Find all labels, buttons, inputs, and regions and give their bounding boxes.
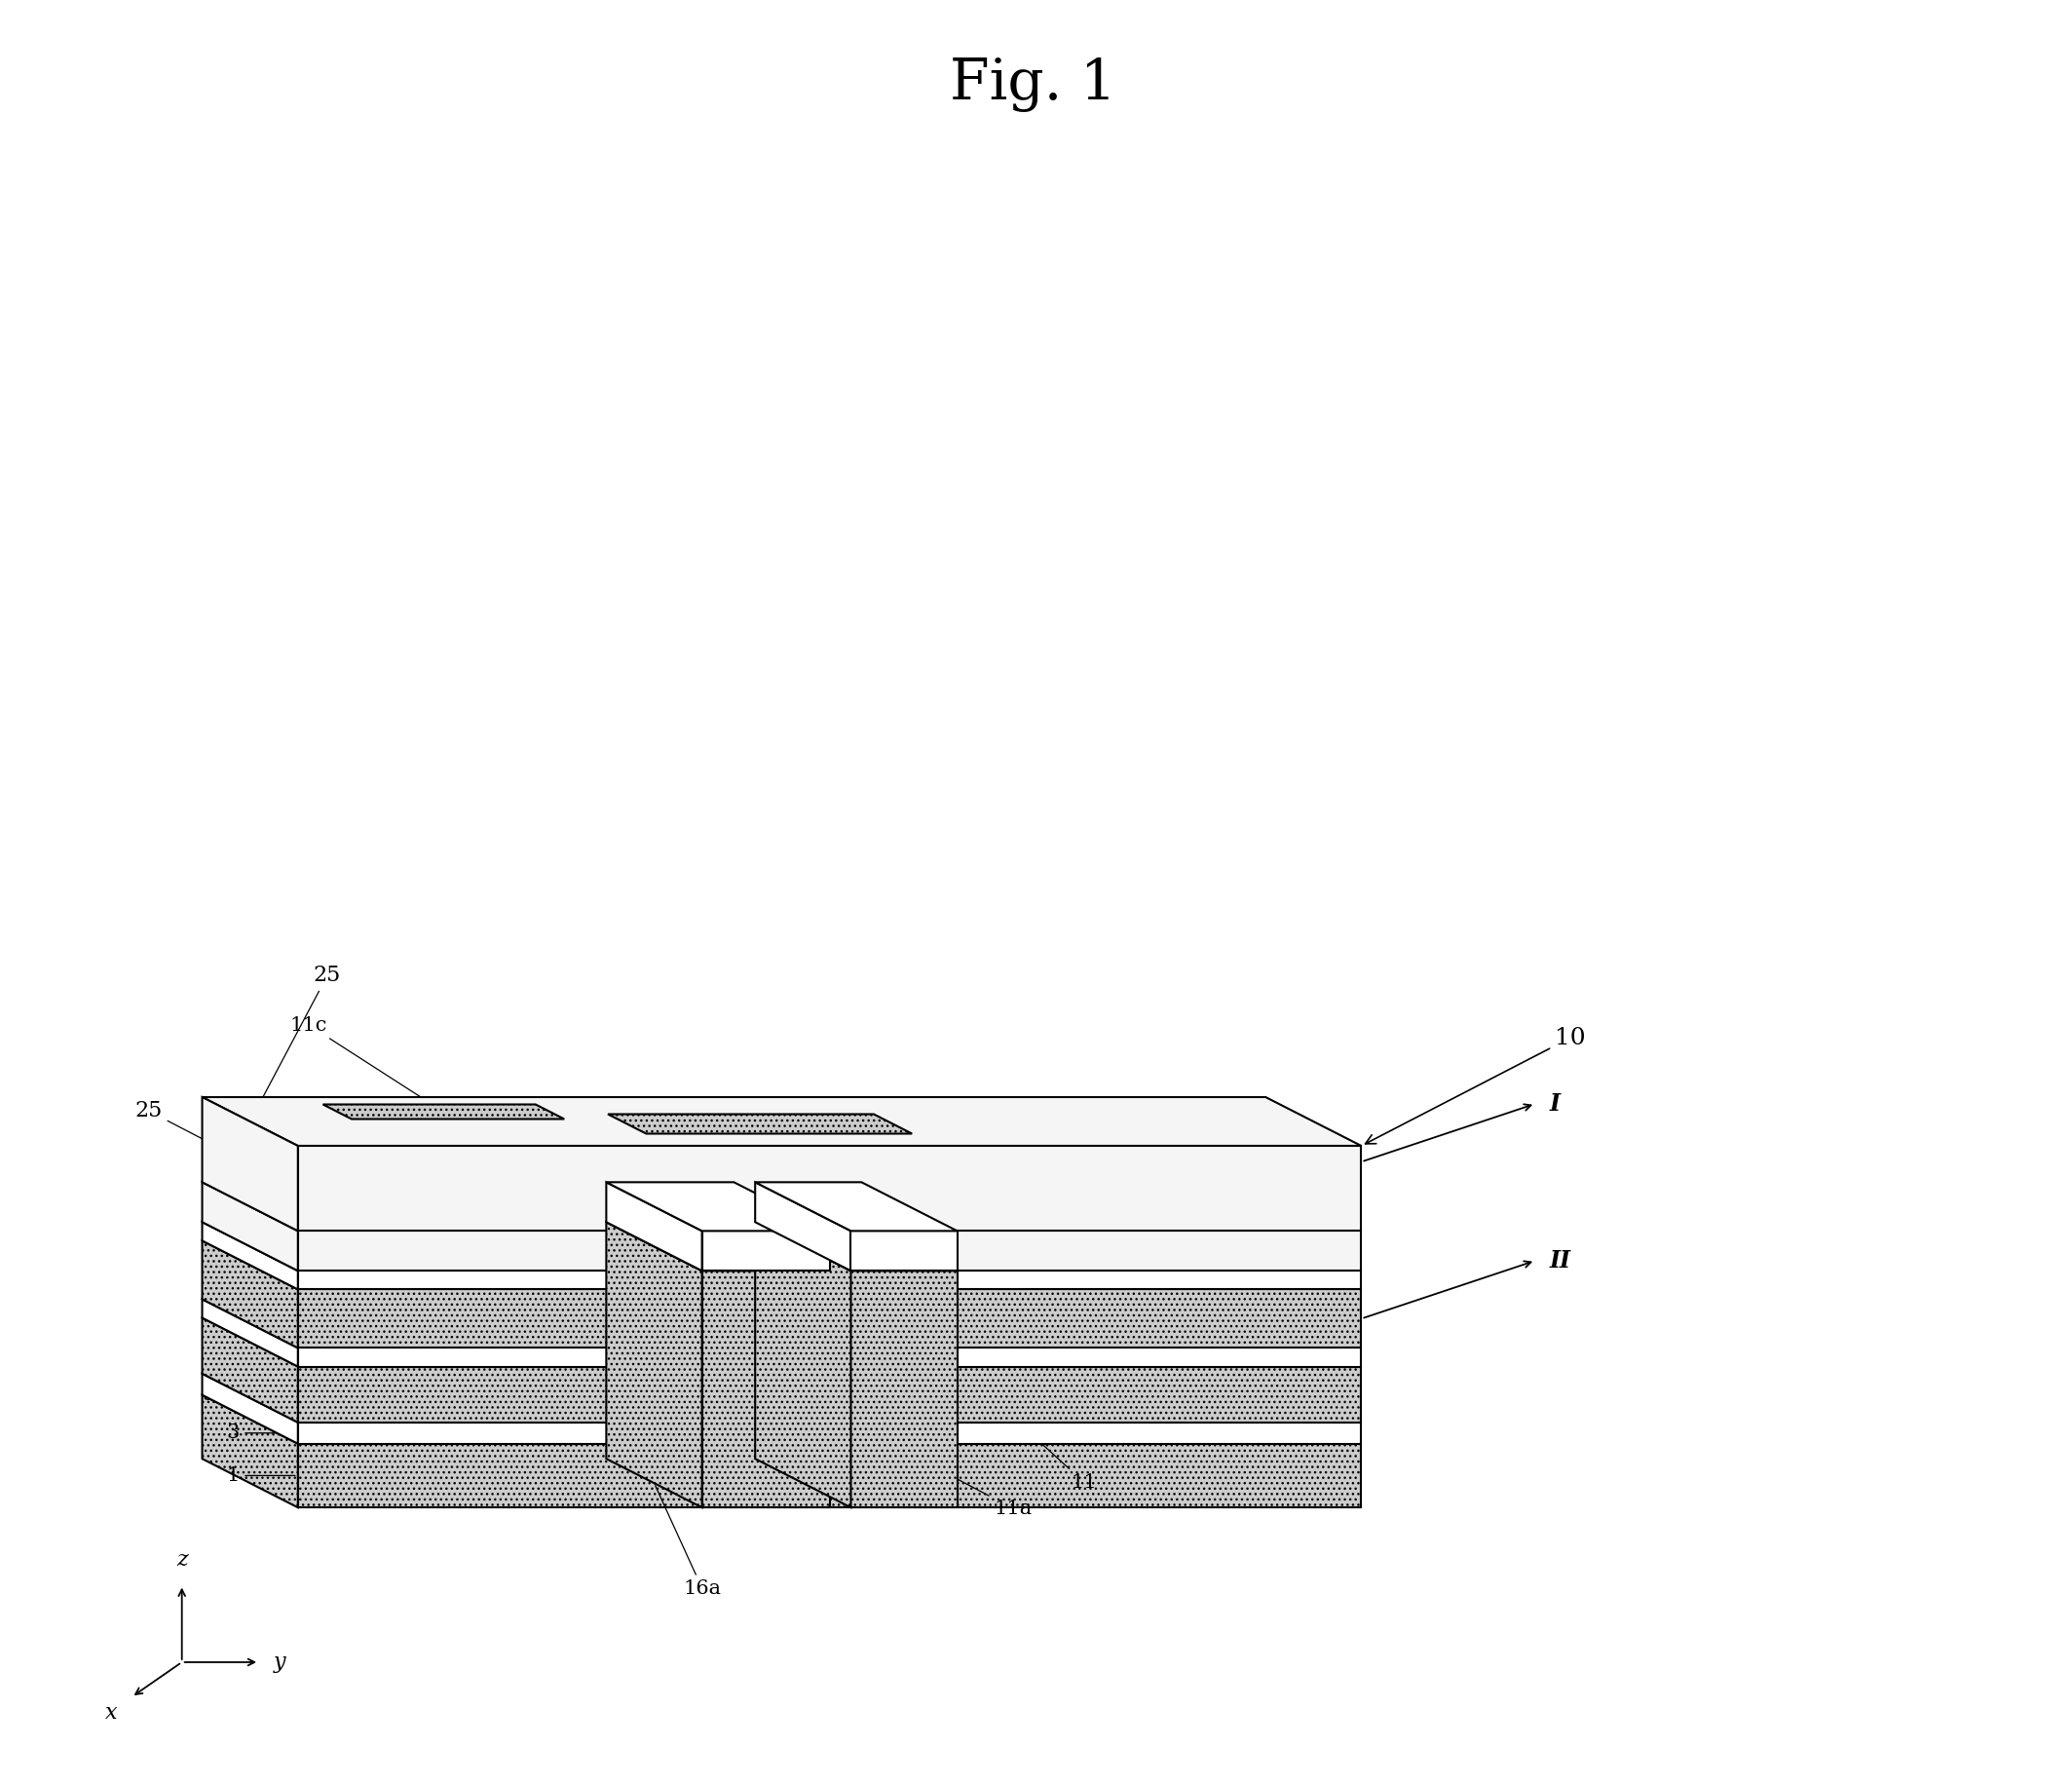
Text: II: II <box>1550 1250 1571 1273</box>
Text: 10: 10 <box>1365 1026 1585 1144</box>
Polygon shape <box>203 1098 1361 1146</box>
Text: 23a: 23a <box>201 1348 294 1367</box>
Text: x: x <box>106 1701 118 1723</box>
Polygon shape <box>607 1182 829 1232</box>
Polygon shape <box>702 1271 829 1508</box>
Polygon shape <box>323 1105 564 1119</box>
Text: II: II <box>1330 1307 1351 1330</box>
Text: 50a: 50a <box>201 1385 294 1403</box>
Polygon shape <box>203 1299 1361 1348</box>
Text: 16a: 16a <box>655 1485 721 1598</box>
Text: 25: 25 <box>135 1100 296 1187</box>
Text: Fig. 1: Fig. 1 <box>949 57 1117 112</box>
Polygon shape <box>298 1423 1361 1444</box>
Text: 11c: 11c <box>833 1260 1069 1328</box>
Polygon shape <box>203 1223 298 1289</box>
Polygon shape <box>203 1223 1361 1271</box>
Polygon shape <box>607 1182 702 1271</box>
Polygon shape <box>203 1241 298 1348</box>
Text: 11c: 11c <box>290 1016 441 1110</box>
Text: I: I <box>1550 1092 1560 1116</box>
Polygon shape <box>754 1223 852 1508</box>
Text: y: y <box>274 1651 286 1673</box>
Polygon shape <box>298 1348 1361 1367</box>
Polygon shape <box>203 1317 298 1423</box>
Polygon shape <box>298 1444 1361 1508</box>
Polygon shape <box>298 1146 1361 1232</box>
Text: 1: 1 <box>226 1465 294 1485</box>
Text: 25: 25 <box>251 964 342 1119</box>
Text: 52a: 52a <box>201 1310 294 1328</box>
Text: 11a: 11a <box>833 1414 1032 1517</box>
Text: I: I <box>1341 1150 1351 1173</box>
Polygon shape <box>203 1241 1361 1289</box>
Polygon shape <box>203 1182 298 1271</box>
Text: 54a: 54a <box>201 1242 294 1260</box>
Polygon shape <box>203 1374 298 1444</box>
Polygon shape <box>203 1299 298 1367</box>
Text: 18a: 18a <box>201 1271 294 1289</box>
Text: z: z <box>176 1549 189 1571</box>
Polygon shape <box>702 1232 829 1271</box>
Polygon shape <box>203 1317 1361 1367</box>
Text: 3: 3 <box>226 1424 294 1442</box>
Polygon shape <box>852 1271 957 1508</box>
Text: 11b: 11b <box>833 1339 1053 1424</box>
Polygon shape <box>203 1182 1361 1232</box>
Polygon shape <box>203 1394 298 1508</box>
Polygon shape <box>203 1098 298 1232</box>
Polygon shape <box>607 1114 912 1133</box>
Polygon shape <box>298 1289 1361 1348</box>
Polygon shape <box>298 1367 1361 1423</box>
Polygon shape <box>754 1223 957 1271</box>
Polygon shape <box>607 1223 702 1508</box>
Polygon shape <box>298 1271 1361 1289</box>
Polygon shape <box>852 1232 957 1271</box>
Text: 11: 11 <box>959 1369 1098 1492</box>
Polygon shape <box>203 1374 1361 1423</box>
Polygon shape <box>298 1232 1361 1271</box>
Polygon shape <box>203 1394 1361 1444</box>
Polygon shape <box>607 1223 829 1271</box>
Polygon shape <box>754 1182 852 1271</box>
Polygon shape <box>754 1182 957 1232</box>
